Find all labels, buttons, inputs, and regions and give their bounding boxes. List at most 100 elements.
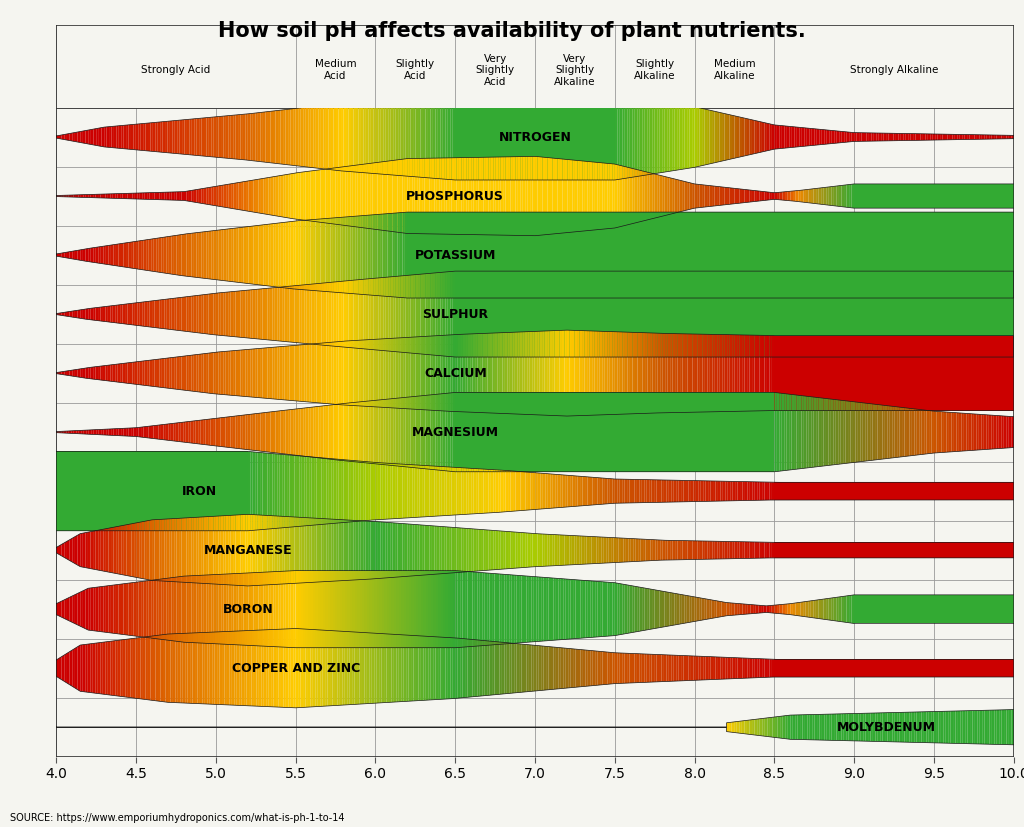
Polygon shape — [497, 94, 500, 180]
Polygon shape — [712, 600, 714, 619]
Polygon shape — [923, 134, 926, 141]
Polygon shape — [655, 540, 657, 561]
Polygon shape — [895, 659, 898, 677]
Polygon shape — [634, 393, 637, 471]
Polygon shape — [838, 336, 840, 410]
Polygon shape — [383, 522, 385, 578]
Polygon shape — [881, 713, 883, 742]
Polygon shape — [191, 233, 194, 277]
Polygon shape — [219, 632, 222, 705]
Polygon shape — [735, 481, 737, 501]
Polygon shape — [965, 184, 967, 208]
Polygon shape — [224, 632, 227, 705]
Polygon shape — [164, 424, 166, 440]
Polygon shape — [421, 571, 423, 648]
Polygon shape — [194, 421, 196, 443]
Polygon shape — [181, 422, 183, 442]
Polygon shape — [979, 135, 982, 139]
Polygon shape — [590, 581, 593, 638]
Polygon shape — [154, 425, 156, 439]
Polygon shape — [700, 334, 702, 412]
Polygon shape — [914, 482, 918, 500]
Polygon shape — [814, 189, 816, 203]
Polygon shape — [376, 278, 378, 350]
Polygon shape — [623, 479, 625, 503]
Polygon shape — [453, 335, 456, 412]
Polygon shape — [920, 482, 922, 500]
Polygon shape — [525, 393, 527, 471]
Polygon shape — [897, 712, 900, 742]
Polygon shape — [388, 277, 391, 351]
Polygon shape — [717, 542, 720, 559]
Polygon shape — [186, 233, 189, 276]
Polygon shape — [207, 632, 210, 704]
Polygon shape — [755, 482, 757, 500]
Polygon shape — [358, 402, 360, 462]
Polygon shape — [236, 115, 238, 160]
Polygon shape — [888, 336, 891, 410]
Polygon shape — [311, 107, 313, 168]
Polygon shape — [718, 212, 720, 298]
Polygon shape — [568, 94, 570, 180]
Polygon shape — [513, 393, 516, 471]
Polygon shape — [366, 101, 369, 173]
Polygon shape — [689, 212, 691, 298]
Polygon shape — [843, 271, 845, 357]
Polygon shape — [215, 632, 217, 705]
Polygon shape — [86, 367, 88, 379]
Polygon shape — [898, 184, 901, 208]
Polygon shape — [607, 212, 609, 298]
Polygon shape — [831, 131, 835, 144]
Polygon shape — [475, 640, 477, 696]
Polygon shape — [218, 117, 221, 158]
Polygon shape — [807, 715, 810, 740]
Polygon shape — [760, 393, 762, 471]
Polygon shape — [260, 452, 262, 530]
Polygon shape — [370, 163, 373, 229]
Polygon shape — [353, 341, 356, 406]
Polygon shape — [458, 393, 460, 471]
Polygon shape — [1001, 416, 1004, 448]
Polygon shape — [467, 393, 470, 471]
Polygon shape — [218, 516, 221, 585]
Polygon shape — [581, 393, 584, 471]
Polygon shape — [713, 541, 715, 559]
Polygon shape — [784, 543, 786, 558]
Polygon shape — [275, 571, 279, 647]
Polygon shape — [255, 514, 258, 586]
Polygon shape — [468, 571, 470, 647]
Polygon shape — [313, 170, 315, 222]
Polygon shape — [262, 348, 265, 399]
Polygon shape — [83, 533, 85, 567]
Polygon shape — [806, 543, 808, 558]
Polygon shape — [951, 336, 953, 410]
Polygon shape — [941, 659, 944, 677]
Polygon shape — [368, 521, 371, 579]
Polygon shape — [729, 115, 732, 160]
Polygon shape — [564, 535, 567, 565]
Polygon shape — [582, 536, 584, 564]
Polygon shape — [600, 332, 602, 415]
Polygon shape — [757, 542, 760, 558]
Polygon shape — [474, 157, 476, 235]
Polygon shape — [197, 295, 199, 333]
Polygon shape — [793, 212, 795, 298]
Polygon shape — [342, 631, 345, 705]
Polygon shape — [870, 713, 872, 741]
Polygon shape — [374, 571, 377, 648]
Polygon shape — [636, 271, 638, 357]
Polygon shape — [173, 423, 176, 442]
Polygon shape — [902, 482, 905, 500]
Polygon shape — [531, 576, 534, 642]
Polygon shape — [788, 659, 792, 677]
Polygon shape — [109, 528, 111, 572]
Polygon shape — [440, 95, 442, 179]
Polygon shape — [886, 133, 889, 141]
Polygon shape — [793, 715, 796, 739]
Polygon shape — [602, 478, 605, 504]
Polygon shape — [944, 412, 946, 452]
Polygon shape — [212, 632, 215, 705]
Polygon shape — [934, 411, 937, 453]
Polygon shape — [814, 212, 816, 298]
Polygon shape — [303, 571, 305, 648]
